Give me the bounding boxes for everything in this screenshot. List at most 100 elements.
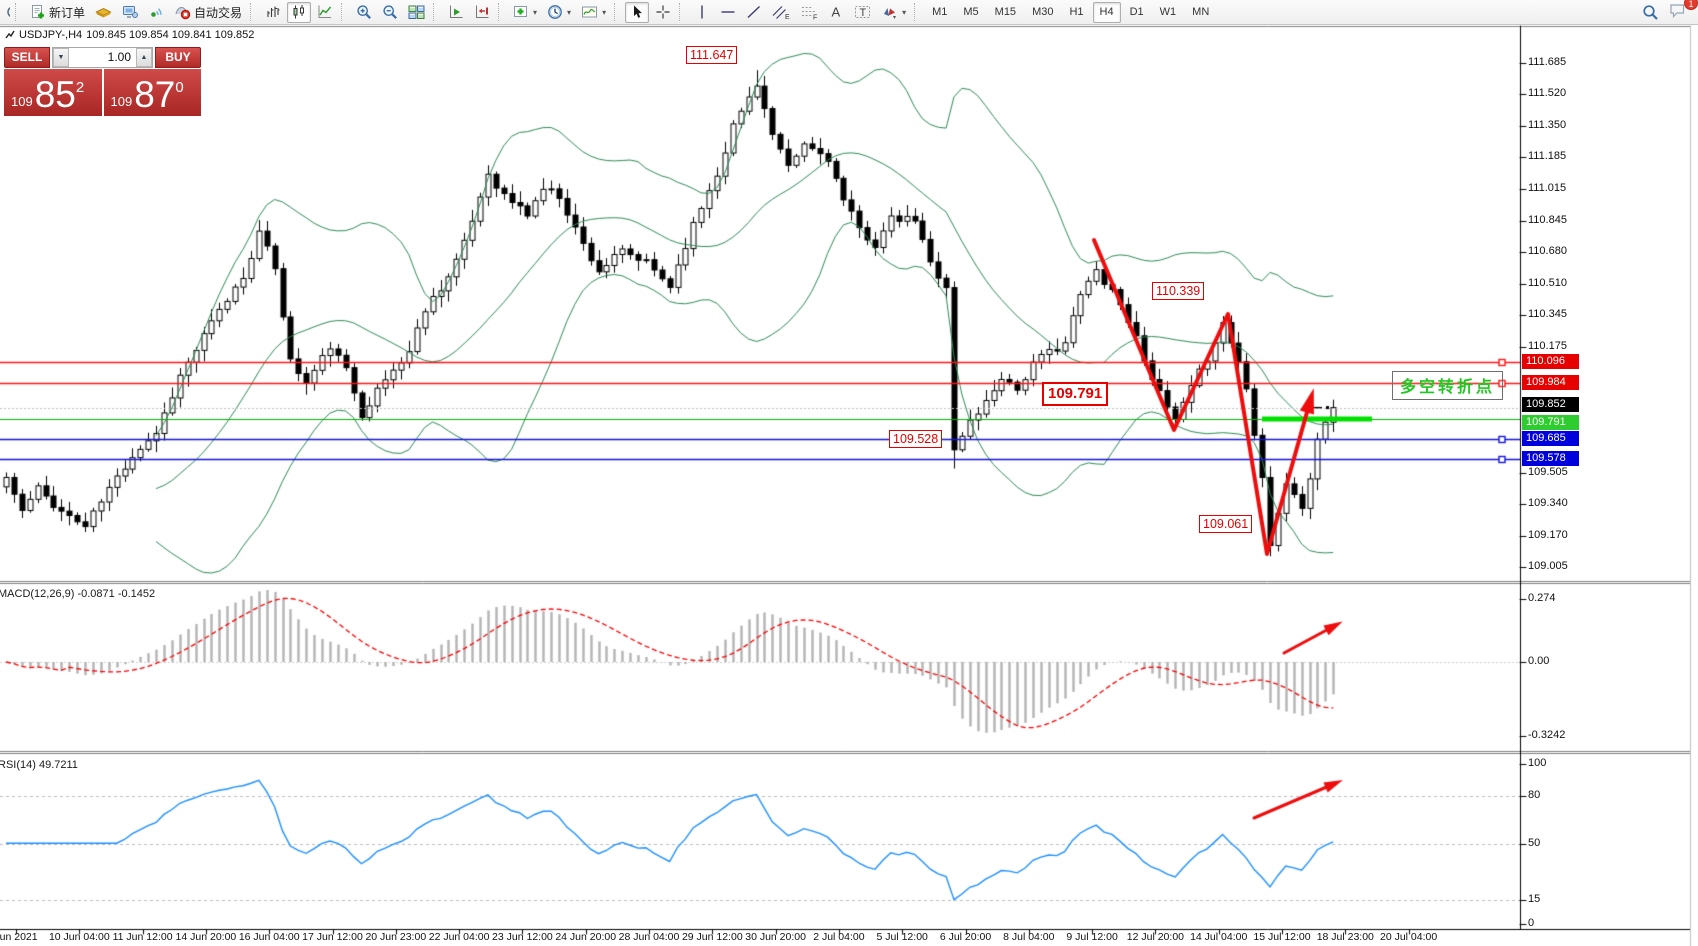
timeframe-button-m15[interactable]: M15 [988,2,1023,23]
new-order-button[interactable]: 新订单 [26,2,89,23]
buy-button[interactable]: BUY [155,47,201,68]
price-annotation[interactable]: 110.339 [1152,282,1205,300]
price-annotation[interactable]: 109.791 [1042,382,1109,406]
horizontal-line-button[interactable] [716,2,740,23]
timeframe-button-d1[interactable]: D1 [1123,2,1151,23]
volume-input[interactable]: 1.00 [107,50,131,64]
crosshair-button[interactable] [651,2,675,23]
price-annotation[interactable]: 109.061 [1199,515,1253,533]
rsi-axis-tick: 15 [1528,893,1541,905]
timeframe-button-m30[interactable]: M30 [1025,2,1060,23]
time-axis-label: 17 Jun 12:00 [302,931,363,943]
tile-windows-button[interactable] [404,2,429,23]
macd-axis-tick: 0.274 [1528,592,1556,605]
candle-chart-button[interactable] [287,1,312,23]
time-axis-label: 5 Jul 12:00 [876,931,928,943]
text-label-button[interactable]: T [850,2,875,23]
time-axis-label: 15 Jul 12:00 [1253,931,1311,943]
svg-text:F: F [813,15,817,21]
dropdown-caret-icon[interactable]: ▾ [602,7,607,17]
time-axis-label: 24 Jun 20:00 [555,931,617,943]
tile-windows-icon [408,4,425,20]
toolbar-separator [498,3,505,21]
auto-scroll-button[interactable] [444,2,468,23]
sell-price-big: 85 [34,74,76,115]
chat-icon [1669,2,1687,19]
svg-text:E: E [785,14,790,20]
zoom-in-icon [356,4,372,20]
arrows-button[interactable]: ▾ ▾ [877,2,910,23]
time-axis-label: 12 Jul 20:00 [1126,931,1184,943]
sell-price-panel[interactable]: 109 85 2 [4,69,102,116]
price-axis-tick: 109.005 [1528,559,1568,572]
timeframe-button-w1[interactable]: W1 [1153,2,1184,23]
price-axis-tick: 110.175 [1528,339,1567,352]
notification-badge[interactable]: 1 [1684,0,1698,10]
terminal-button[interactable] [118,2,142,23]
buy-price-prefix: 109 [110,94,133,109]
arrows-icon: ▾ [881,4,898,20]
time-axis-label: 14 Jun 20:00 [175,931,237,943]
trendline-button[interactable] [742,2,766,23]
time-axis-label: 8 Jul 04:00 [1003,931,1055,943]
toolbar-separator [250,3,257,21]
rsi-axis-tick: 100 [1528,757,1547,769]
text-button[interactable]: A [824,2,848,23]
sell-button[interactable]: SELL [4,47,50,68]
signals-button[interactable] [144,2,168,23]
timeframe-button-h4[interactable]: H4 [1092,1,1121,23]
volume-decrease-button[interactable]: ▼ [53,48,69,67]
volume-increase-button[interactable]: ▲ [136,48,152,67]
periods-button[interactable]: ▾ [543,2,575,23]
rsi-axis-tick: 80 [1528,789,1541,801]
templates-button[interactable]: ▾ [577,2,610,23]
time-axis-label: Jun 2021 [0,931,38,943]
buy-price-panel[interactable]: 109 87 0 [103,69,201,116]
cursor-button[interactable] [625,1,650,23]
trendline-icon [746,4,762,20]
timeframe-button-m1[interactable]: M1 [925,2,954,23]
search-button[interactable] [1638,2,1663,23]
search-icon [1642,4,1659,21]
dropdown-caret-icon[interactable]: ▾ [902,7,907,17]
time-axis-label: 22 Jun 04:00 [428,931,490,943]
indicators-icon [513,4,529,20]
symbol-ohlc: 109.845 109.854 109.841 109.852 [86,29,255,41]
toolbar-separator [914,3,921,21]
fibonacci-button[interactable]: F [796,2,822,23]
timeframe-button-h1[interactable]: H1 [1062,2,1090,23]
dropdown-caret-icon[interactable]: ▾ [567,7,572,17]
time-axis-label: 14 Jul 04:00 [1190,931,1248,943]
clipped-toolbar-icon[interactable] [1,2,11,23]
buy-price-sup: 0 [175,79,184,96]
vertical-line-button[interactable] [690,2,714,23]
market-watch-button[interactable] [91,2,116,23]
equidistant-channel-button[interactable]: E [768,2,794,23]
price-annotation[interactable]: 111.647 [686,46,738,64]
price-axis-badge: 109.984 [1522,374,1579,390]
note-annotation[interactable]: 多空转折点 [1392,371,1504,400]
bar-chart-button[interactable] [261,2,285,23]
price-axis-tick: 111.185 [1528,150,1567,162]
price-axis-badge: 110.096 [1522,353,1579,369]
price-axis-tick: 111.015 [1528,181,1567,194]
chart-shift-button[interactable] [470,2,494,23]
line-chart-button[interactable] [313,2,337,23]
timeframe-button-m5[interactable]: M5 [956,2,985,23]
price-axis-tick: 111.520 [1528,87,1567,100]
timeframe-button-mn[interactable]: MN [1185,2,1216,23]
price-annotation[interactable]: 109.528 [889,430,943,448]
zoom-in-button[interactable] [352,2,376,23]
crosshair-icon [655,4,671,20]
price-axis-tick: 109.505 [1528,465,1568,478]
dropdown-caret-icon[interactable]: ▾ [533,7,538,17]
market-watch-icon [95,4,112,20]
autotrade-button[interactable]: 自动交易 [170,2,246,23]
time-axis-label: 11 Jun 12:00 [112,931,173,943]
price-axis-tick: 110.345 [1528,307,1567,320]
indicators-button[interactable]: ▾ [509,2,541,23]
zoom-out-button[interactable] [378,2,402,23]
chat-button[interactable] [1665,0,1691,21]
